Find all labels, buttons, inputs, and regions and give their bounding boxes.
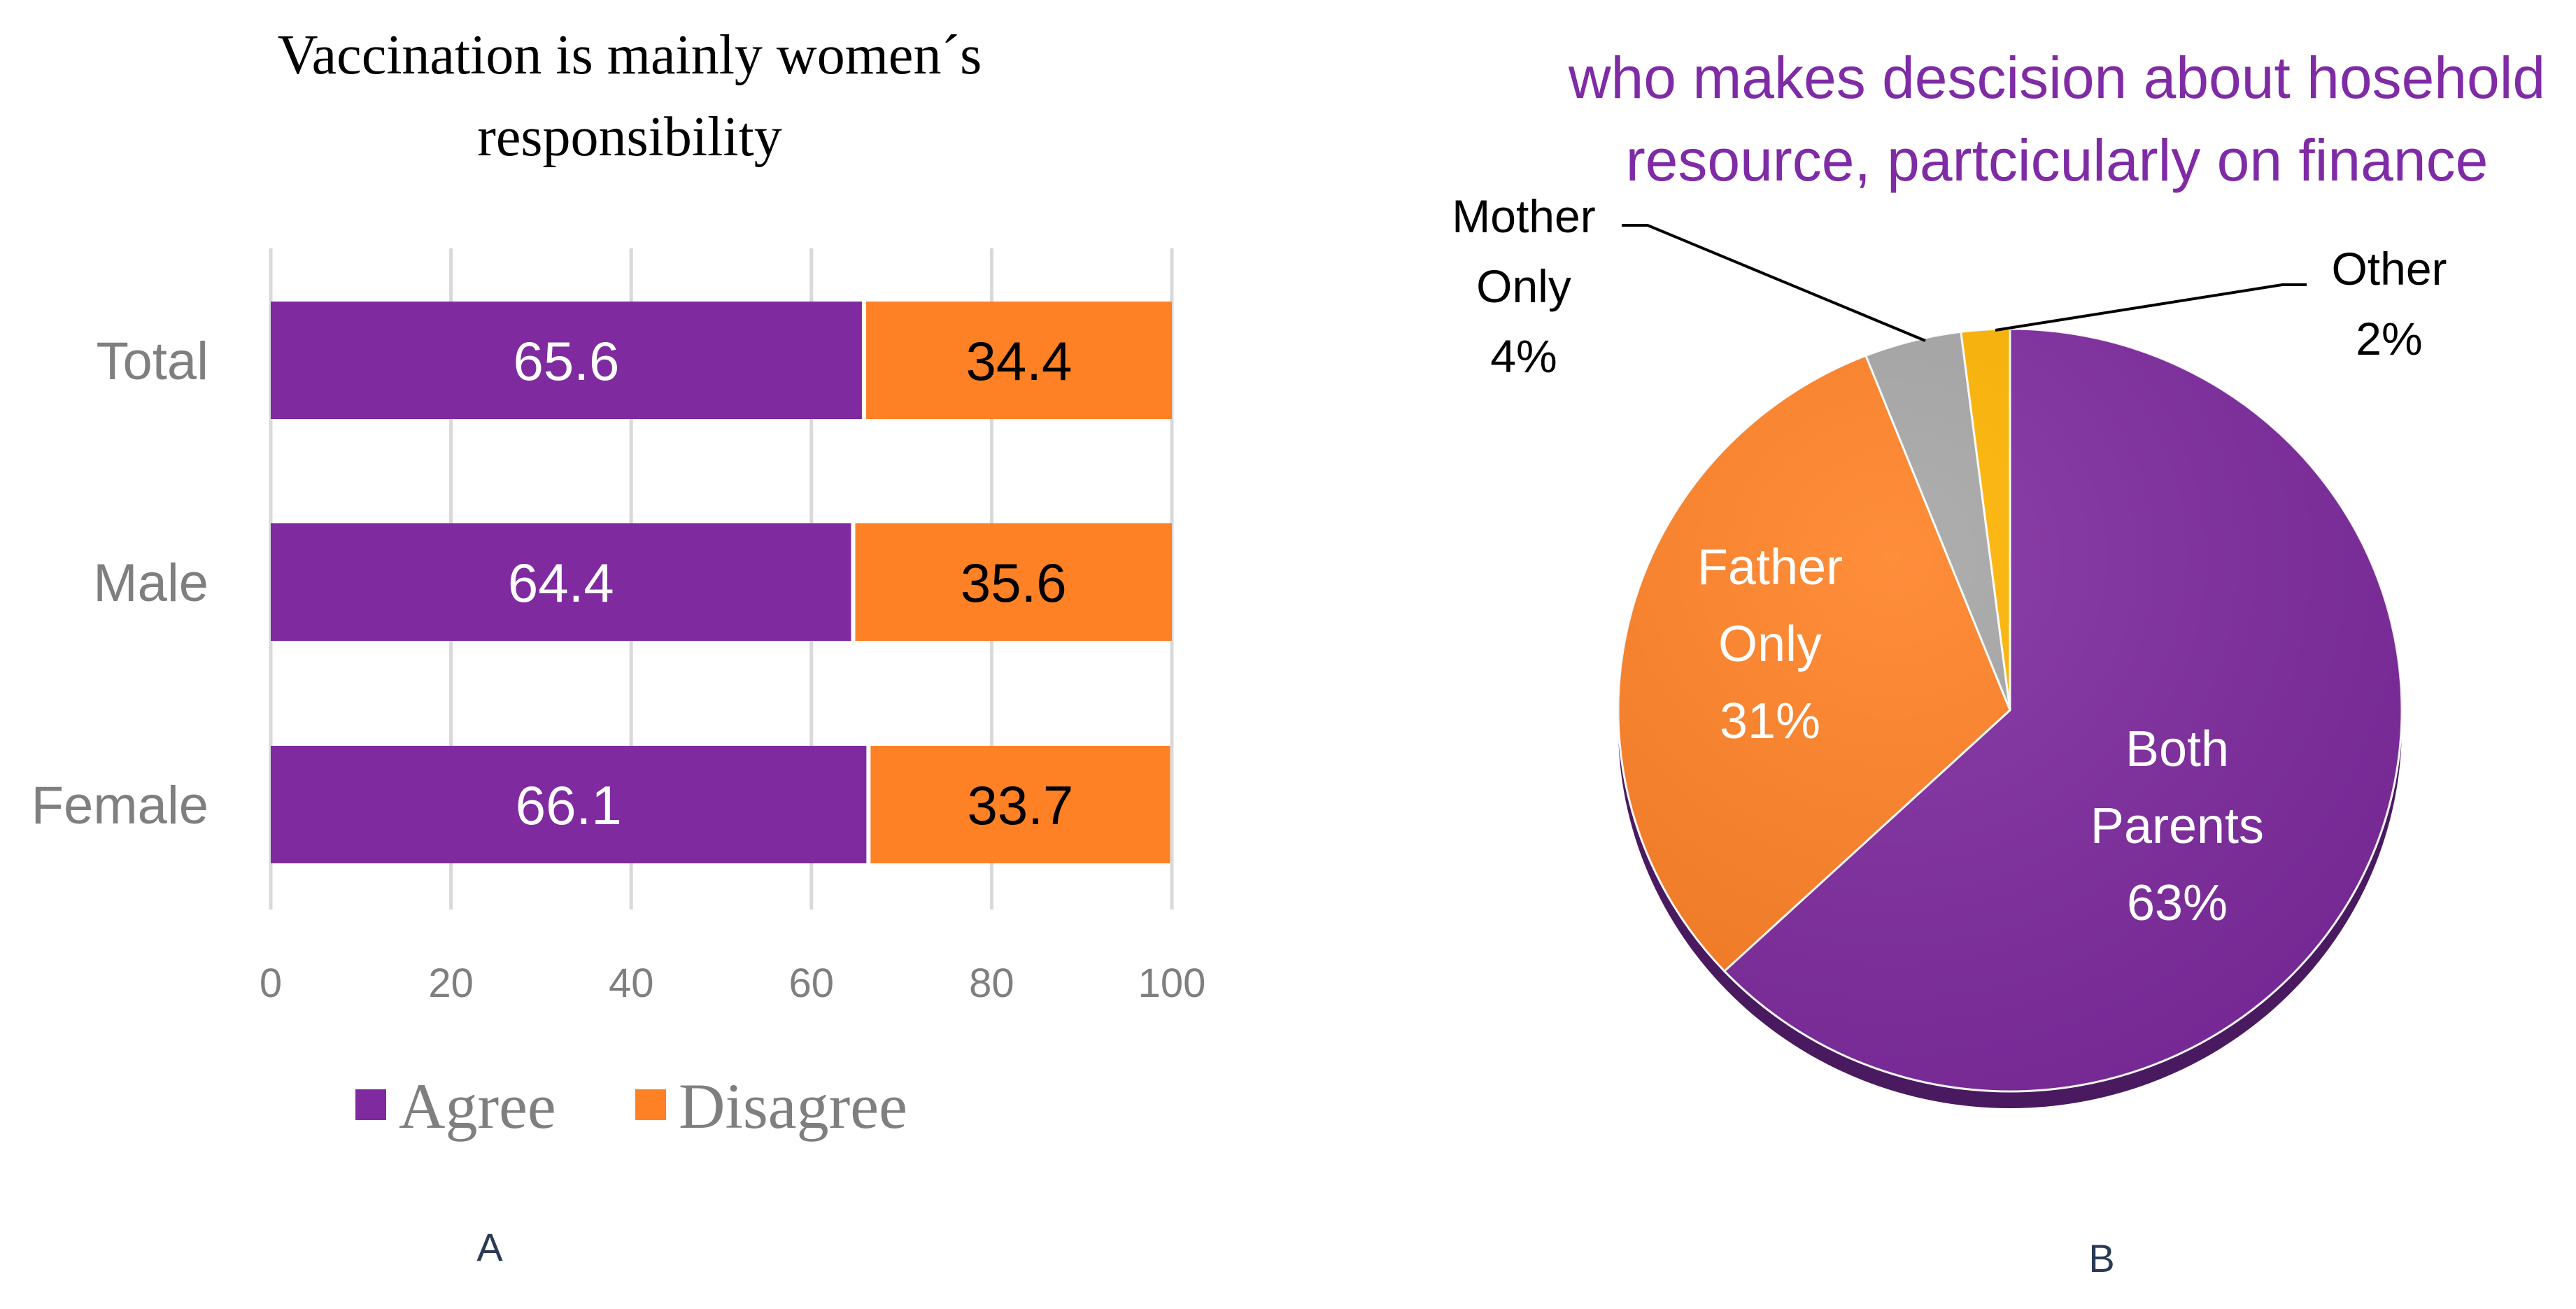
pie-slice-labels: Both Parents 63% Father Only 31% Mother Only 4% O… (1452, 190, 2447, 931)
bar-legend: Agree Disagree (355, 1070, 907, 1142)
bar-x-tick-labels: 0 20 40 60 80 100 (260, 961, 1206, 1006)
bar-segment (271, 523, 851, 641)
pie-slice-percent: 31% (1720, 693, 1820, 749)
pie-slice-name: Father (1697, 539, 1843, 595)
bar-category-label: Total (96, 332, 208, 391)
bar-x-tick-label: 60 (789, 961, 835, 1006)
bar-category-label: Male (93, 553, 208, 613)
pie-slice-name: Parents (2090, 798, 2264, 854)
bar-chart-title-line-1: Vaccination is mainly women´s (278, 24, 982, 86)
legend-swatch (355, 1089, 386, 1120)
bar-segment (271, 746, 867, 863)
pie-slice-percent: 4% (1490, 330, 1557, 382)
bar-category-labels: Total Male Female (31, 332, 208, 835)
pie-slice-percent: 2% (2356, 313, 2422, 365)
pie-slice-name: Both (2125, 721, 2229, 777)
bar-category-label: Female (31, 776, 208, 835)
bar-data-label: 66.1 (516, 774, 622, 836)
panel-label-a: A (476, 1225, 503, 1269)
bar-data-label: 64.4 (508, 552, 614, 614)
bar-data-label: 65.6 (514, 330, 620, 392)
pie-leader-line (1622, 224, 1926, 342)
bar-x-tick-label: 20 (428, 961, 474, 1006)
bar-data-label: 34.4 (966, 330, 1073, 392)
pie-slice-name: Only (1476, 260, 1571, 312)
bar-segment (870, 746, 1170, 863)
pie-slice-percent: 63% (2127, 875, 2228, 931)
bar-segment (271, 302, 862, 419)
bar-marks: 65.6 34.4 64.4 35.6 66.1 33.7 (271, 302, 1172, 863)
bar-chart-title-line-2: responsibility (477, 106, 782, 168)
pie-slice-name: Only (1718, 616, 1822, 672)
pie-slice-name: Mother (1452, 190, 1595, 242)
bar-x-tick-label: 40 (609, 961, 654, 1006)
bar-x-tick-label: 100 (1138, 961, 1206, 1006)
legend-label: Agree (399, 1070, 556, 1142)
panel-label-b: B (2088, 1236, 2114, 1280)
pie-chart-title-line-2: resource, partcicularly on finance (1626, 127, 2489, 193)
bar-chart: Vaccination is mainly women´s responsibi… (31, 24, 1206, 1269)
pie-slice-name: Other (2331, 243, 2447, 295)
bar-x-tick-label: 80 (969, 961, 1014, 1006)
bar-segment (855, 523, 1172, 641)
bar-data-label: 35.6 (961, 552, 1067, 614)
pie-leader-line (1995, 283, 2307, 332)
bar-data-label: 33.7 (967, 774, 1073, 836)
pie-slices (1617, 327, 2403, 1108)
bar-x-tick-label: 0 (260, 961, 282, 1006)
pie-highlight (1618, 329, 2402, 1091)
pie-chart-title-line-1: who makes descision about hosehold (1568, 45, 2545, 111)
legend-swatch (635, 1089, 666, 1120)
pie-chart: who makes descision about hosehold resou… (1452, 45, 2545, 1280)
legend-label: Disagree (679, 1070, 907, 1142)
bar-segment (865, 302, 1172, 419)
